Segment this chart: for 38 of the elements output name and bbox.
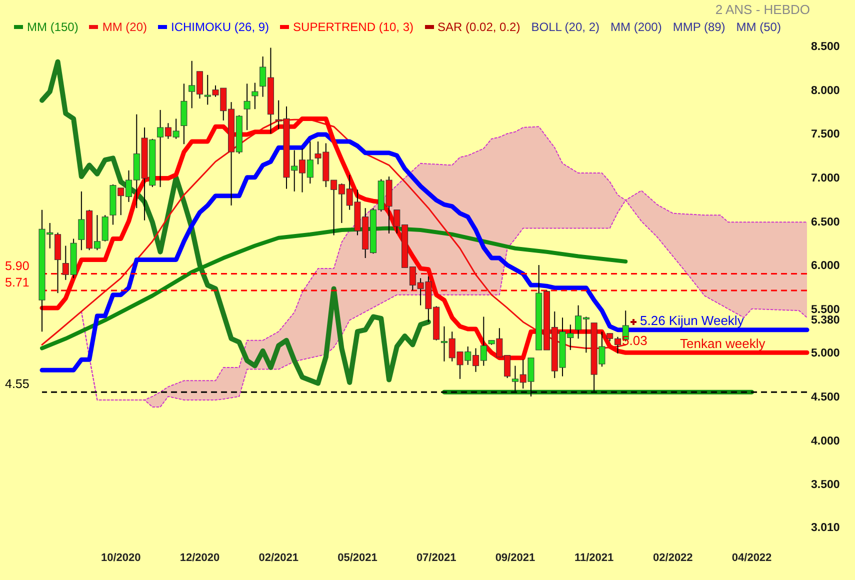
y-tick-label: 5.000 (811, 348, 840, 360)
ref-line-label: 5.90 (5, 258, 30, 273)
y-tick-label: 6.500 (811, 216, 840, 228)
x-tick-label: 04/2022 (732, 552, 772, 564)
text: MM (200) (610, 20, 662, 34)
x-tick-label: 09/2021 (495, 552, 536, 564)
ref-line-label: 5.71 (5, 275, 30, 290)
y-tick-label: 3.500 (811, 479, 840, 492)
annotation: 5.26 Kijun Weekly (640, 312, 744, 328)
text: BOLL (20, 2) (531, 20, 600, 34)
y-tick-label: 7.500 (811, 128, 840, 141)
x-tick-label: 12/2020 (180, 552, 220, 564)
y-tick-label: 7.000 (811, 172, 840, 185)
legend-label: SAR (0.02, 0.2) (436, 20, 520, 34)
x-tick-label: 10/2020 (100, 552, 141, 564)
x-tick-label: 02/2021 (258, 552, 298, 564)
text: MMP (89) (672, 20, 726, 34)
y-tick-label: 4.000 (811, 435, 840, 448)
legend-label: MM (150) (26, 20, 78, 34)
legend-label: ICHIMOKU (26, 9) (170, 20, 270, 34)
y-tick-label: 6.000 (811, 260, 840, 272)
ref-line-label: 4.55 (5, 377, 30, 392)
y-tick-label: 5.380 (811, 314, 840, 326)
text: MM (50) (736, 20, 781, 34)
x-tick-label: 05/2021 (338, 552, 378, 564)
y-tick-label: 8.500 (811, 41, 840, 54)
legend-label: SUPERTREND (10, 3) (292, 20, 414, 34)
x-tick-label: 02/2022 (653, 552, 693, 564)
y-tick-label: 5.500 (811, 304, 840, 316)
legend-label: MM (20) (101, 20, 148, 34)
x-tick-label: 11/2021 (574, 552, 614, 564)
y-tick-label: 3.010 (811, 522, 840, 534)
annotation: 5.03 (622, 333, 648, 348)
text: 2 ANS - HEBDO (715, 2, 810, 17)
y-tick-label: 8.000 (811, 84, 840, 97)
annotation: Tenkan weekly (680, 336, 766, 351)
x-tick-label: 07/2021 (416, 552, 456, 564)
y-tick-label: 4.500 (811, 392, 840, 404)
